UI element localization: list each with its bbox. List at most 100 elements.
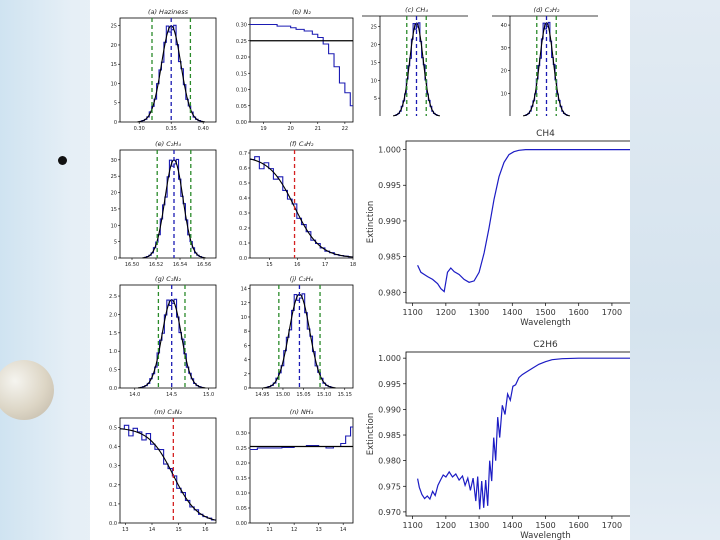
x-tick-label: 0.40	[198, 126, 209, 132]
y-tick-label: 1.000	[378, 354, 401, 363]
y-tick-label: 0.970	[378, 508, 401, 517]
panel-title: (e) C₂H₄	[155, 140, 181, 148]
plot-frame	[405, 351, 630, 517]
y-tick-label: 8	[244, 329, 247, 335]
x-tick-label: 14.0	[129, 392, 140, 398]
x-tick-label: 20	[287, 126, 293, 132]
y-tick-label: 25	[371, 25, 377, 31]
panel-title: (a) Haziness	[148, 8, 189, 16]
panel-title: (n) NH₃	[290, 408, 314, 416]
x-tick-label: 15	[266, 262, 272, 268]
x-tick-label: 15.0	[203, 392, 214, 398]
y-tick-label: 25	[111, 174, 117, 180]
x-tick-label: 15.05	[296, 392, 310, 398]
planet-decoration	[0, 360, 54, 420]
y-tick-label: 0.990	[378, 405, 401, 414]
x-tick-label: 21	[315, 126, 321, 132]
right-decoration-strip	[630, 0, 720, 540]
plot-frame	[249, 417, 354, 524]
y-tick-label: 0.980	[378, 457, 401, 466]
y-tick-label: 0.0	[109, 386, 117, 392]
chart-title: CH4	[536, 129, 555, 139]
y-tick-label: 20	[501, 69, 507, 75]
y-tick-label: 15	[371, 60, 377, 66]
x-tick-label: 14.95	[255, 392, 269, 398]
x-tick-label: 13	[122, 527, 128, 533]
y-tick-label: 0.980	[378, 288, 401, 297]
y-tick-label: 0.4	[239, 196, 247, 202]
x-tick-label: 15.00	[276, 392, 290, 398]
x-tick-label: 18	[350, 262, 356, 268]
panel-title: (g) C₂N₂	[155, 275, 181, 283]
y-tick-label: 0.985	[378, 253, 401, 262]
y-tick-label: 0.1	[239, 241, 247, 247]
chart-h: (j) C₂H₆ 0 2 4 6 8 10 12 14 14.95 15.00 15.05 15.10 1…	[241, 275, 354, 398]
y-tick-label: 1.5	[109, 331, 117, 337]
plot-frame	[119, 417, 217, 524]
x-tick-label: 1500	[535, 521, 555, 530]
y-tick-label: 0	[244, 386, 247, 392]
chart-ch4: CH4 0.980 0.985 0.990 0.995 1.000 1100 1200 1300…	[366, 129, 630, 328]
y-tick-label: 0.5	[239, 181, 247, 187]
y-tick-label: 0.05	[236, 104, 247, 110]
panel-title: (m) C₃N₂	[154, 408, 182, 416]
x-tick-label: 16.56	[197, 262, 211, 268]
y-tick-label: 0.3	[239, 211, 247, 217]
y-tick-label: 30	[111, 158, 117, 164]
plot-frame	[405, 140, 630, 304]
y-tick-label: 0.30	[236, 431, 247, 437]
y-tick-label: 0.2	[109, 483, 117, 489]
x-tick-label: 1200	[436, 308, 456, 317]
x-tick-label: 1500	[535, 308, 555, 317]
bullet-point	[58, 156, 67, 165]
y-tick-label: 25	[111, 24, 117, 30]
x-tick-label: 1700	[602, 308, 622, 317]
y-tick-label: 0.00	[236, 521, 247, 527]
y-tick-label: 0.7	[239, 151, 247, 157]
y-tick-label: 14	[241, 287, 247, 293]
histogram-steps	[250, 23, 353, 107]
y-tick-label: 0.15	[236, 476, 247, 482]
panel-title: (b) N₂	[292, 8, 311, 16]
y-tick-label: 0.990	[378, 217, 401, 226]
chart-title: C2H6	[533, 340, 558, 350]
x-tick-label: 16.50	[125, 262, 139, 268]
x-tick-label: 16.54	[173, 262, 187, 268]
y-tick-label: 15	[111, 207, 117, 213]
y-tick-label: 20	[371, 43, 377, 49]
chart-c: (c) CH₄ 5 10 15 20 25	[362, 6, 468, 117]
x-tick-label: 0.35	[166, 126, 177, 132]
y-tick-label: 0.15	[236, 71, 247, 77]
panel-title: (c) CH₄	[405, 6, 428, 14]
y-tick-label: 10	[241, 315, 247, 321]
y-tick-label: 2.5	[109, 294, 117, 300]
chart-d: (d) C₂H₂ 10 20 30 40	[492, 6, 598, 117]
y-tick-label: 40	[501, 23, 507, 29]
y-tick-label: 0.985	[378, 431, 401, 440]
x-tick-label: 1600	[569, 521, 589, 530]
x-tick-label: 1100	[402, 521, 422, 530]
y-tick-label: 30	[501, 46, 507, 52]
chart-f: (f) C₄H₂ 0.0 0.1 0.2 0.3 0.4 0.5 0.6 0.7 15 16 17 18	[239, 140, 356, 268]
plot-frame	[249, 17, 354, 123]
y-tick-label: 20	[111, 43, 117, 49]
x-tick-label: 19	[260, 126, 266, 132]
x-tick-label: 14	[149, 527, 155, 533]
chart-n: (n) NH₃ 0.00 0.05 0.10 0.15 0.20 0.25 0.30 11 12 1…	[236, 408, 354, 533]
plot-frame	[119, 284, 217, 389]
y-tick-label: 0.10	[236, 88, 247, 94]
y-tick-label: 0.05	[236, 506, 247, 512]
y-tick-label: 0	[114, 120, 117, 126]
x-tick-label: 0.30	[134, 126, 145, 132]
chart-b: (b) N₂ 0.00 0.05 0.10 0.15 0.20 0.25 0.30 19 20 21…	[236, 8, 354, 132]
y-tick-label: 0.20	[236, 461, 247, 467]
y-tick-label: 6	[244, 343, 247, 349]
y-tick-label: 0.25	[236, 39, 247, 45]
y-tick-label: 0.30	[236, 23, 247, 29]
x-tick-label: 1600	[569, 308, 589, 317]
x-tick-label: 16	[294, 262, 300, 268]
y-tick-label: 1.0	[109, 349, 117, 355]
series-line	[417, 149, 630, 293]
x-tick-label: 17	[322, 262, 328, 268]
